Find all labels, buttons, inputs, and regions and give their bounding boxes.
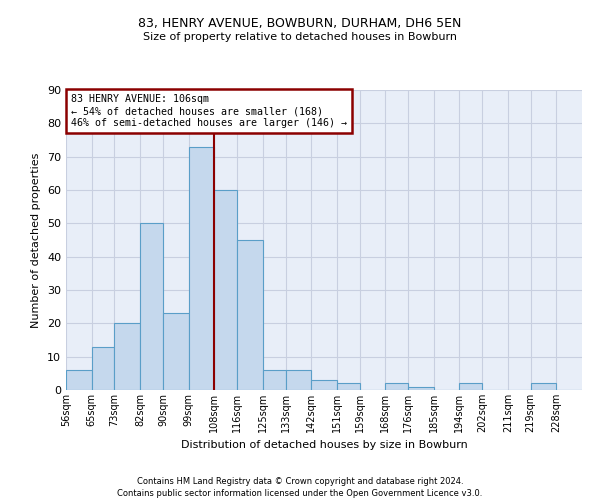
- Bar: [530, 384, 556, 390]
- Text: 83, HENRY AVENUE, BOWBURN, DURHAM, DH6 5EN: 83, HENRY AVENUE, BOWBURN, DURHAM, DH6 5…: [139, 18, 461, 30]
- Text: 83 HENRY AVENUE: 106sqm
← 54% of detached houses are smaller (168)
46% of semi-d: 83 HENRY AVENUE: 106sqm ← 54% of detache…: [71, 94, 347, 128]
- Bar: [460, 384, 482, 390]
- Bar: [163, 314, 188, 390]
- Bar: [115, 324, 140, 390]
- X-axis label: Distribution of detached houses by size in Bowburn: Distribution of detached houses by size …: [181, 440, 467, 450]
- Bar: [188, 146, 214, 390]
- Bar: [214, 190, 237, 390]
- Bar: [311, 380, 337, 390]
- Bar: [237, 240, 263, 390]
- Text: Contains HM Land Registry data © Crown copyright and database right 2024.: Contains HM Land Registry data © Crown c…: [137, 478, 463, 486]
- Bar: [337, 384, 359, 390]
- Bar: [286, 370, 311, 390]
- Bar: [140, 224, 163, 390]
- Bar: [92, 346, 115, 390]
- Text: Size of property relative to detached houses in Bowburn: Size of property relative to detached ho…: [143, 32, 457, 42]
- Y-axis label: Number of detached properties: Number of detached properties: [31, 152, 41, 328]
- Bar: [66, 370, 92, 390]
- Bar: [408, 386, 434, 390]
- Text: Contains public sector information licensed under the Open Government Licence v3: Contains public sector information licen…: [118, 489, 482, 498]
- Bar: [385, 384, 408, 390]
- Bar: [263, 370, 286, 390]
